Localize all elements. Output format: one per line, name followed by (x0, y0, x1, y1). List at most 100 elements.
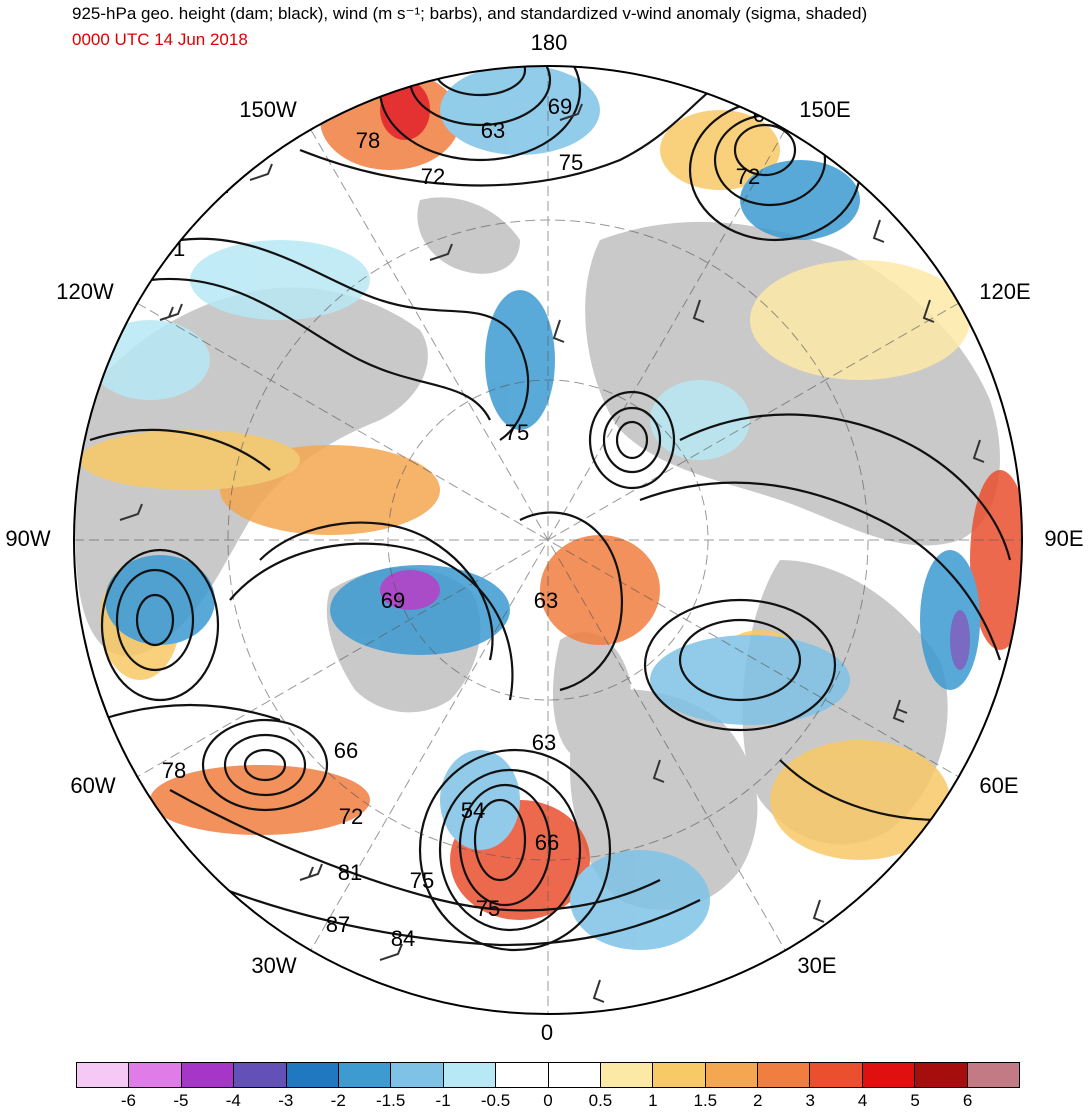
contour-low-labrador-1 (243, 748, 287, 782)
anomaly-blob-neg-6 (650, 635, 850, 725)
anomaly-shading (80, 66, 1022, 950)
anomaly-blob-neg-8 (440, 750, 520, 850)
contour-label: 78 (356, 128, 380, 153)
anomaly-blob-pos-7 (150, 765, 370, 835)
lon-label-120e: 120E (979, 279, 1031, 304)
contour-greenland-2 (229, 542, 514, 701)
colorbar-tick-label: -3 (278, 1091, 294, 1110)
colorbar-swatch (234, 1063, 287, 1087)
lon-label-150e: 150E (799, 97, 851, 122)
map-border (73, 65, 1023, 1015)
lon-label-0: 0 (540, 1020, 554, 1045)
contour-low-hudson-1 (135, 593, 175, 647)
wind-barb (379, 943, 403, 961)
contour-greenland-1 (259, 521, 494, 661)
contour-low-iceland-3 (438, 768, 582, 932)
contour-label: 75 (559, 150, 583, 175)
colorbar (76, 1062, 1020, 1088)
colorbar-tick-label: -5 (173, 1091, 189, 1110)
wind-barb (692, 299, 705, 323)
lon-label-60e: 60E (979, 773, 1019, 798)
colorbar-swatch (862, 1063, 916, 1087)
colorbar-tick-label: -0.5 (480, 1091, 511, 1110)
contour-eurasia-1 (639, 481, 1002, 661)
contour-label: 81 (338, 860, 362, 885)
anomaly-blob-pos-5 (540, 535, 660, 645)
wind-barb (249, 163, 273, 181)
colorbar-swatch (129, 1063, 182, 1087)
parallel-80 (387, 379, 709, 701)
colorbar-swatch (391, 1063, 444, 1087)
colorbar-swatch (181, 1063, 235, 1087)
contour-low-labrador-3 (201, 718, 329, 812)
colorbar-swatch (496, 1063, 549, 1087)
anomaly-blob-pos-9 (770, 740, 950, 860)
contour-label: 84 (391, 926, 415, 951)
wind-barb (429, 243, 453, 261)
lon-label-90w: 90W (5, 526, 51, 551)
colorbar-tick-label: 3 (805, 1091, 815, 1110)
colorbar-swatch (967, 1063, 1020, 1087)
contour-label: 78 (162, 758, 186, 783)
colorbar-tick-label: -1 (435, 1091, 451, 1110)
wind-barb (592, 979, 605, 1003)
contour-label: 63 (481, 118, 505, 143)
contour-greenland-3 (519, 511, 623, 692)
lon-label-60w: 60W (70, 773, 116, 798)
contour-low-siberia-1 (615, 420, 649, 460)
lon-label-30w: 30W (251, 953, 297, 978)
contour-low-hudson-3 (100, 548, 220, 702)
anomaly-blob-neg-9 (190, 240, 370, 320)
wind-barb (359, 73, 383, 91)
contour-eurasia-2 (679, 413, 1012, 561)
wind-barb (552, 319, 565, 343)
lon-label-120w: 120W (56, 279, 114, 304)
colorbar-swatch (705, 1063, 759, 1087)
contour-west-2 (99, 703, 281, 722)
colorbar-swatch (286, 1063, 339, 1087)
anomaly-blob-neg-3 (485, 290, 555, 430)
figure-title: 925-hPa geo. height (dam; black), wind (… (72, 4, 868, 23)
contour-label: 54 (461, 798, 485, 823)
lon-label-90e: 90E (1044, 526, 1084, 551)
colorbar-tick-label: 6 (962, 1091, 973, 1110)
contour-label: 63 (532, 730, 556, 755)
contour-atlantic-1 (169, 789, 661, 912)
colorbar-tick-label: 2 (753, 1091, 763, 1110)
wind-barb (159, 303, 183, 321)
contour-arctic-2 (149, 277, 491, 421)
colorbar-swatch (653, 1063, 706, 1087)
anomaly-blob-neg-13 (570, 850, 710, 950)
contour-label: 66 (535, 830, 559, 855)
wind-barb (812, 899, 825, 923)
contour-label: 87 (326, 912, 350, 937)
anomaly-blob-neg-11 (950, 610, 970, 670)
map-disk: 78 63 69 72 75 69 72 87 81 75 69 63 66 6… (74, 66, 1022, 1014)
contour-label: 75 (476, 896, 500, 921)
contour-west-1 (89, 428, 271, 471)
colorbar-tick-label: 1.5 (693, 1091, 718, 1110)
contour-label: 72 (339, 804, 363, 829)
colorbar-tick-label: -4 (225, 1091, 241, 1110)
anomaly-blob-neg-7 (105, 555, 215, 645)
contour-label: 87 (210, 173, 234, 198)
colorbar-tick-label: 4 (857, 1091, 868, 1110)
contour-low-iceland-1 (473, 798, 527, 882)
colorbar-swatch (758, 1063, 811, 1087)
wind-barb (922, 299, 935, 323)
wind-barb (119, 503, 143, 521)
lon-label-150w: 150W (239, 97, 297, 122)
graticule (74, 66, 1022, 1014)
contour-eurasia-3 (779, 759, 941, 822)
colorbar-tick-label: 5 (910, 1091, 920, 1110)
contour-high-kara-2 (643, 598, 837, 732)
contour-label: 75 (505, 420, 529, 445)
colorbar-tick-label: -2 (330, 1091, 346, 1110)
figure-datetime: 0000 UTC 14 Jun 2018 (72, 30, 248, 49)
contour-low-siberia-3 (588, 390, 676, 490)
contour-low-siberia-2 (602, 406, 662, 474)
contour-arctic-1 (179, 237, 530, 441)
wind-barb (972, 439, 985, 463)
